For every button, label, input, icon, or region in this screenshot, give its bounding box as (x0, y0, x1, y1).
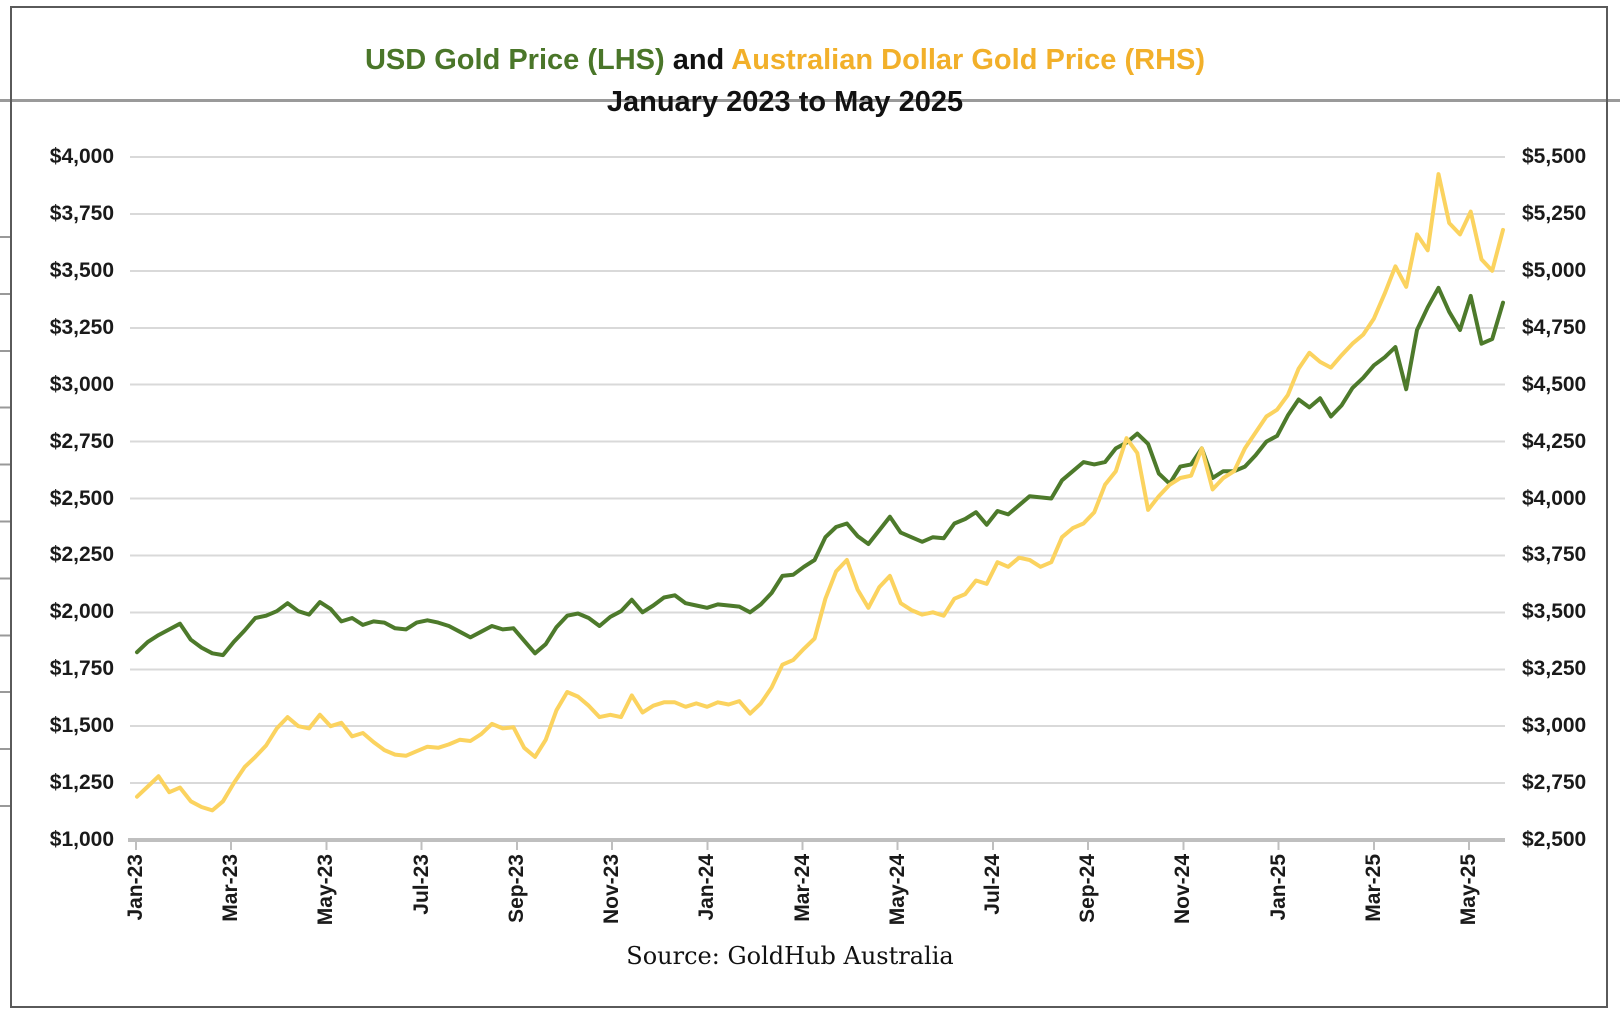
x-axis-tick-label: May-24 (886, 854, 909, 926)
right-axis-tick-label: $3,250 (1522, 657, 1587, 680)
left-axis-tick-label: $3,250 (49, 316, 114, 339)
right-axis-tick-label: $4,500 (1522, 373, 1587, 396)
right-axis-tick-label: $3,750 (1522, 543, 1587, 566)
left-axis-tick-label: $4,000 (49, 145, 114, 168)
chart-title-and-segment: and (664, 44, 732, 76)
left-axis-tick-label: $2,250 (49, 543, 114, 566)
chart-subtitle: January 2023 to May 2025 (606, 86, 964, 118)
left-axis-tick-label: $1,000 (49, 828, 114, 851)
left-axis-tick-label: $3,000 (49, 373, 114, 396)
left-axis-tick-label: $1,750 (49, 657, 114, 680)
left-axis-tick-label: $1,250 (49, 771, 114, 794)
x-axis-tick-label: Sep-24 (1076, 854, 1099, 923)
right-axis-tick-label: $2,750 (1522, 771, 1587, 794)
left-axis-tick-label: $3,500 (49, 259, 114, 282)
chart-title-aud-segment: Australian Dollar Gold Price (RHS) (731, 44, 1206, 76)
left-axis-tick-label: $2,000 (49, 600, 114, 623)
x-axis-tick-label: Mar-25 (1362, 854, 1385, 922)
horizontal-rule (0, 99, 1620, 102)
right-axis-tick-label: $5,250 (1522, 202, 1587, 225)
x-axis-tick-label: Sep-23 (505, 854, 528, 923)
right-axis-tick-label: $2,500 (1522, 828, 1587, 851)
series-line-usd (135, 285, 1505, 658)
x-axis-tick-label: Jul-23 (410, 854, 433, 915)
x-axis-tick-label: Jul-24 (981, 854, 1004, 915)
right-axis-tick-label: $3,500 (1522, 600, 1587, 623)
x-axis-tick-label: Nov-23 (600, 854, 623, 925)
x-axis-tick-label: May-25 (1457, 854, 1480, 926)
x-axis-tick-label: Mar-24 (791, 854, 814, 922)
left-axis-tick-label: $1,500 (49, 714, 114, 737)
chart-title: USD Gold Price (LHS) and Australian Doll… (0, 44, 1570, 77)
left-axis-tick-label: $3,750 (49, 202, 114, 225)
x-axis-tick-label: Jan-25 (1267, 854, 1290, 921)
chart-title-usd-segment: USD Gold Price (LHS) (364, 44, 665, 76)
left-border-ticks (0, 236, 10, 807)
x-axis-line (128, 838, 1505, 850)
source-caption: Source: GoldHub Australia (626, 942, 954, 970)
right-axis-tick-label: $3,000 (1522, 714, 1587, 737)
series-line-aud (135, 172, 1505, 813)
right-axis-tick-label: $5,000 (1522, 259, 1587, 282)
right-axis-tick-label: $4,000 (1522, 487, 1587, 510)
x-axis-tick-label: Jan-24 (695, 854, 718, 921)
x-axis-tick-label: Mar-23 (219, 854, 242, 922)
right-axis-tick-label: $5,500 (1522, 145, 1587, 168)
data-series (135, 172, 1505, 813)
right-axis-tick-label: $4,250 (1522, 430, 1587, 453)
gridlines (130, 156, 1505, 841)
left-axis-tick-label: $2,500 (49, 487, 114, 510)
right-axis-tick-label: $4,750 (1522, 316, 1587, 339)
left-axis-tick-label: $2,750 (49, 430, 114, 453)
x-axis-tick-label: Jan-23 (124, 854, 147, 921)
x-axis-tick-label: May-23 (314, 854, 337, 926)
x-axis-tick-label: Nov-24 (1171, 854, 1194, 925)
